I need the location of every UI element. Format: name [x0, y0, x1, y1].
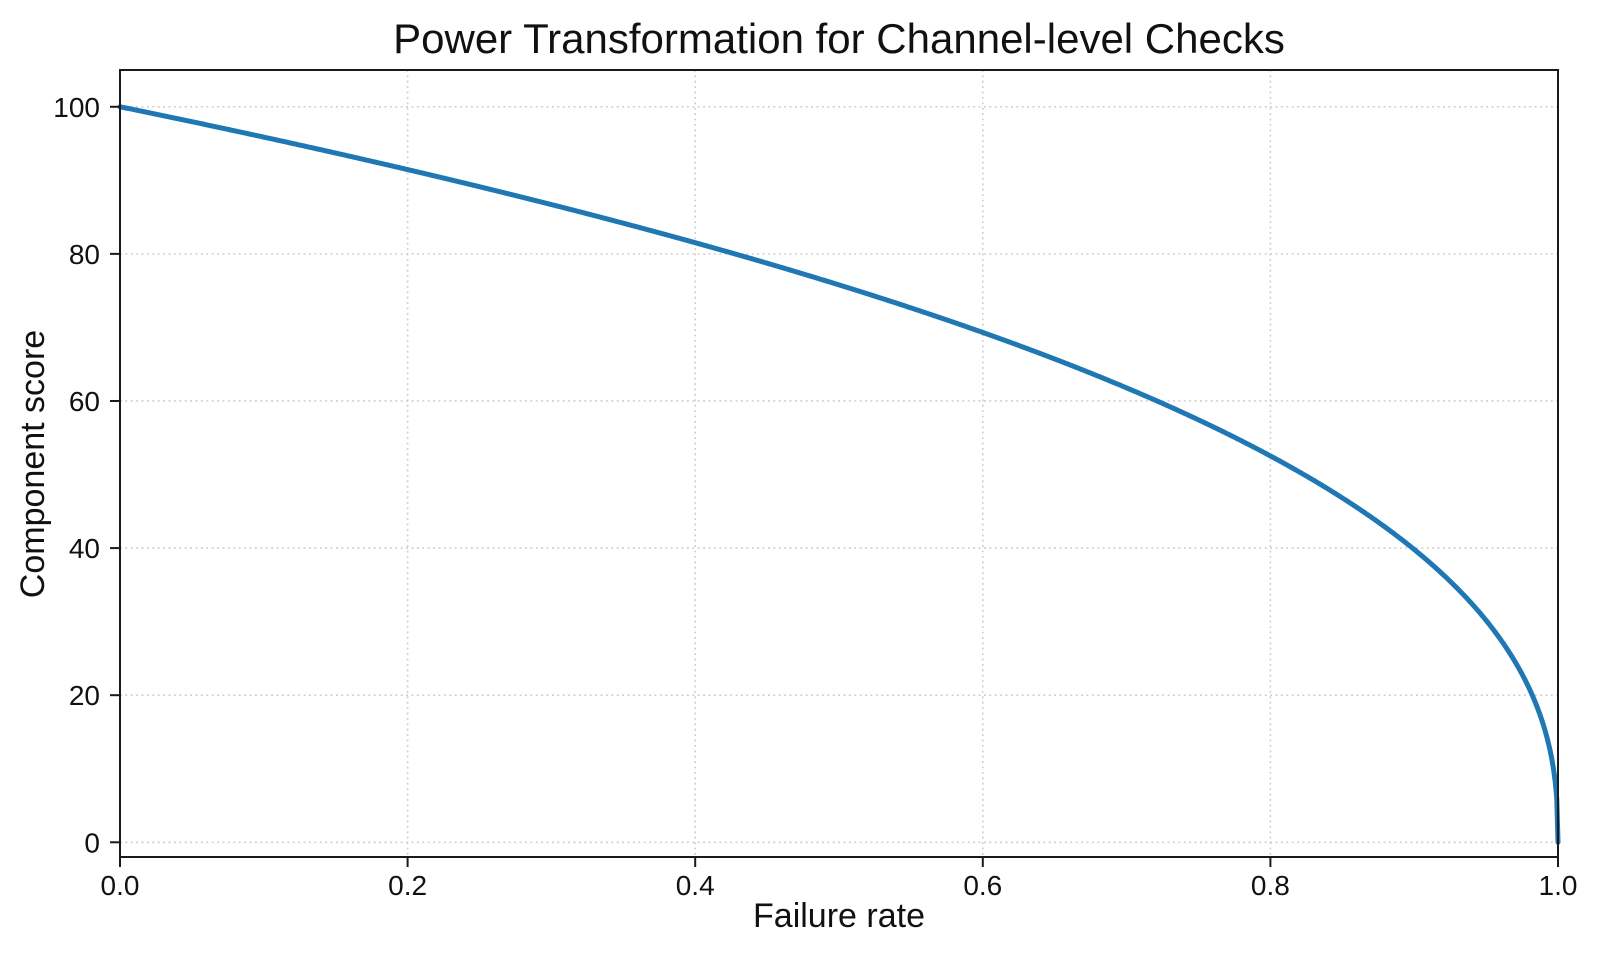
y-tick-labels: 0 20 40 60 80 100 [53, 92, 100, 859]
chart-title: Power Transformation for Channel-level C… [393, 15, 1285, 62]
x-axis-label: Failure rate [753, 897, 925, 935]
x-tick-label: 0.8 [1251, 870, 1290, 901]
curve-line [117, 104, 1561, 845]
x-tick-label: 0.6 [963, 870, 1002, 901]
x-tick-label: 1.0 [1539, 870, 1578, 901]
y-tick-label: 100 [53, 92, 100, 123]
x-tick-label: 0.0 [101, 870, 140, 901]
tick-marks [110, 105, 1559, 867]
y-tick-label: 20 [69, 680, 100, 711]
y-tick-label: 40 [69, 533, 100, 564]
y-axis-label: Component score [14, 330, 52, 598]
gridlines [119, 70, 1559, 857]
y-tick-label: 80 [69, 239, 100, 270]
plot-frame [119, 69, 1559, 858]
x-tick-labels: 0.0 0.2 0.4 0.6 0.8 1.0 [101, 870, 1578, 901]
x-tick-label: 0.2 [388, 870, 427, 901]
y-tick-label: 0 [84, 827, 100, 858]
x-tick-label: 0.4 [676, 870, 715, 901]
y-tick-label: 60 [69, 386, 100, 417]
